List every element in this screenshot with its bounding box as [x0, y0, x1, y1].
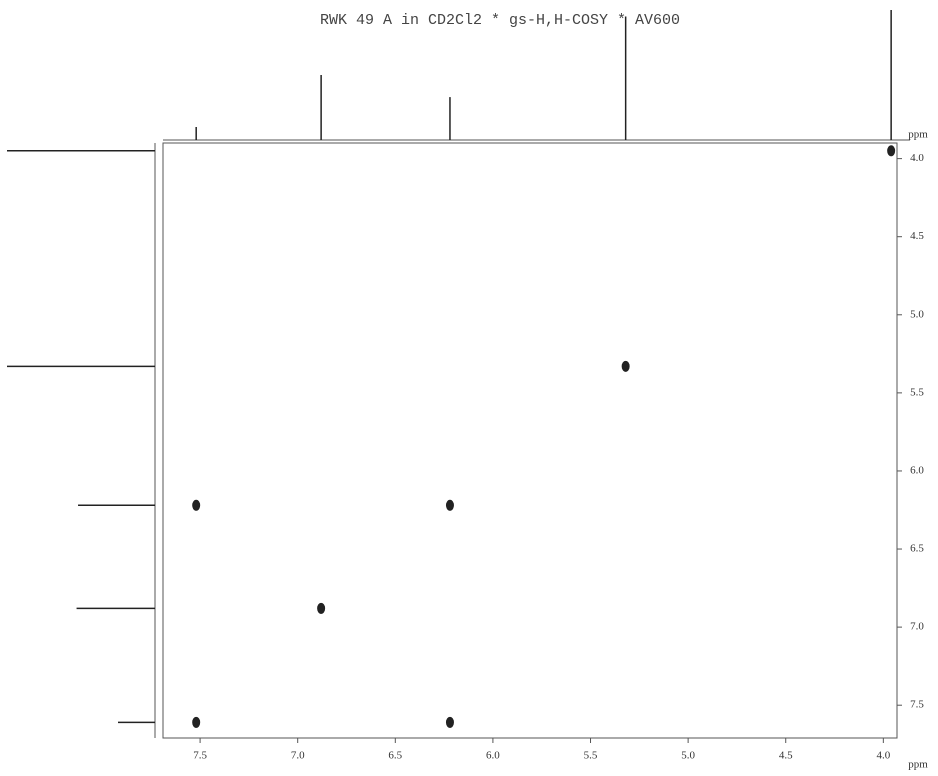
x-tick-label: 6.5	[388, 750, 402, 762]
plot-frame	[162, 142, 898, 739]
y-tick-label: 4.0	[910, 152, 924, 164]
y-tick-label: 6.0	[910, 464, 924, 476]
y-tick-label: 5.5	[910, 386, 924, 398]
chart-title: RWK 49 A in CD2Cl2 * gs-H,H-COSY * AV600	[320, 12, 680, 29]
cross-peak	[621, 360, 630, 372]
x-axis-label: ppm	[908, 759, 928, 771]
x-tick-label: 6.0	[486, 750, 500, 762]
x-tick-label: 4.5	[779, 750, 793, 762]
x-tick-label: 7.0	[291, 750, 305, 762]
y-tick-label: 7.0	[910, 621, 924, 633]
cross-peak	[192, 716, 201, 728]
y-tick-label: 7.5	[910, 699, 924, 711]
y-axis-label: ppm	[908, 129, 928, 141]
cross-peak	[445, 716, 454, 728]
cross-peak	[887, 145, 896, 157]
x-tick-label: 5.0	[681, 750, 695, 762]
cross-peak	[317, 602, 326, 614]
cross-peak	[192, 499, 201, 511]
y-tick-label: 4.5	[910, 230, 924, 242]
y-tick-label: 5.0	[910, 308, 924, 320]
y-tick-label: 6.5	[910, 543, 924, 555]
x-tick-label: 5.5	[584, 750, 598, 762]
x-tick-label: 7.5	[193, 750, 207, 762]
cross-peak	[445, 499, 454, 511]
x-tick-label: 4.0	[876, 750, 890, 762]
